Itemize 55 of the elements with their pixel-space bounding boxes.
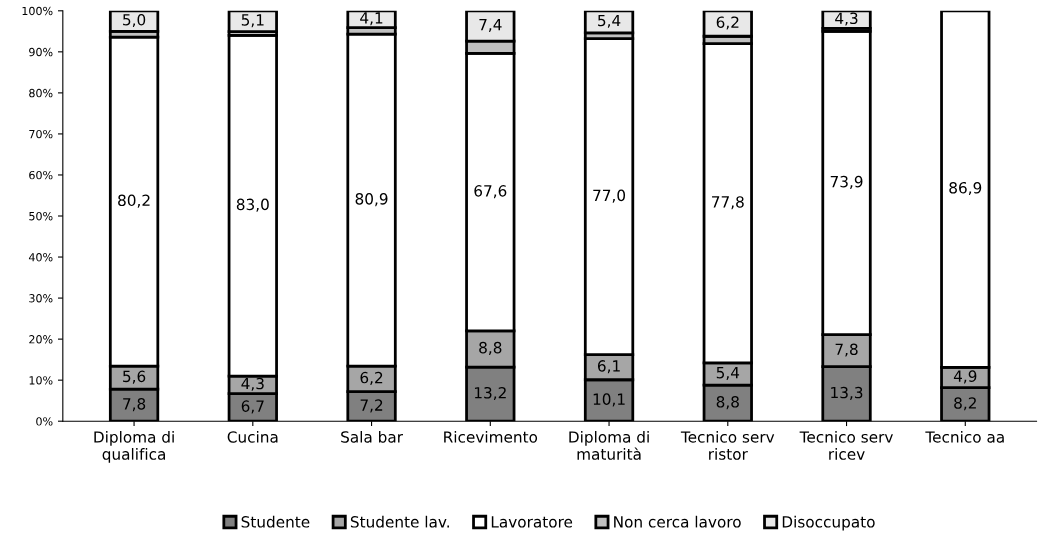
data-label: 5,4 (598, 14, 621, 28)
y-tick-label: 40% (28, 253, 53, 262)
data-label: 4,3 (241, 377, 264, 391)
y-tick-label: 70% (29, 129, 53, 139)
data-label: 5,0 (123, 13, 146, 28)
y-tick-label: 90% (29, 47, 53, 57)
x-tick-label: Tecnico serv ristor (680, 430, 775, 460)
data-label: 8,2 (954, 397, 976, 411)
y-tick-label: 30% (29, 294, 53, 303)
y-tick-label: 100% (22, 6, 53, 16)
x-tick-label: Cucina (227, 430, 278, 443)
data-label: 10,1 (593, 393, 625, 407)
data-label: 83,0 (236, 198, 269, 212)
data-label: 8,8 (716, 396, 739, 410)
data-label: 8,8 (479, 341, 502, 355)
legend-label: Studente (241, 515, 310, 528)
x-tick-label: Tecnico serv ricev (799, 430, 893, 460)
x-tick-label: Diploma di maturità (569, 430, 649, 460)
data-label: 13,3 (831, 386, 863, 400)
data-label: 7,8 (835, 343, 858, 357)
data-label: 5,1 (241, 14, 264, 28)
data-label: 77,8 (712, 196, 744, 210)
data-label: 6,1 (597, 360, 620, 374)
data-label: 80,2 (118, 194, 150, 208)
data-label: 4,1 (360, 12, 383, 26)
x-tick-label: Sala bar (341, 430, 403, 443)
data-label: 67,6 (474, 185, 507, 199)
x-tick-label: Ricevimento (444, 430, 538, 443)
data-label: 5,4 (716, 367, 740, 380)
y-tick-label: 60% (29, 170, 53, 180)
y-tick-label: 10% (29, 376, 53, 385)
x-tick-label: Diploma di qualifica (94, 430, 174, 463)
data-label: 73,9 (830, 175, 863, 189)
data-label: 5,6 (123, 370, 146, 384)
data-label: 4,9 (953, 370, 977, 384)
legend-label: Disoccupato (782, 515, 875, 531)
y-tick-label: 0% (36, 417, 53, 426)
data-label: 6,2 (716, 16, 739, 30)
legend-label: Studente lav. (350, 515, 449, 528)
data-label: 86,9 (949, 182, 982, 196)
y-tick-label: 80% (29, 88, 53, 98)
data-label: 13,2 (474, 386, 506, 401)
y-tick-label: 50% (29, 211, 53, 221)
x-tick-label: Tecnico aa (925, 430, 1004, 443)
data-label: 6,2 (360, 371, 383, 385)
data-label: 7,4 (479, 19, 502, 32)
data-label: 7,2 (360, 399, 383, 413)
data-label: 77,0 (593, 189, 626, 203)
y-tick-label: 20% (29, 335, 53, 344)
data-label: 4,3 (835, 12, 858, 26)
legend-label: Lavoratore (491, 516, 573, 528)
data-label: 7,8 (123, 398, 146, 412)
data-label: 80,9 (355, 193, 388, 207)
data-label: 6,7 (241, 400, 264, 414)
legend-label: Non cerca lavoro (614, 515, 741, 528)
